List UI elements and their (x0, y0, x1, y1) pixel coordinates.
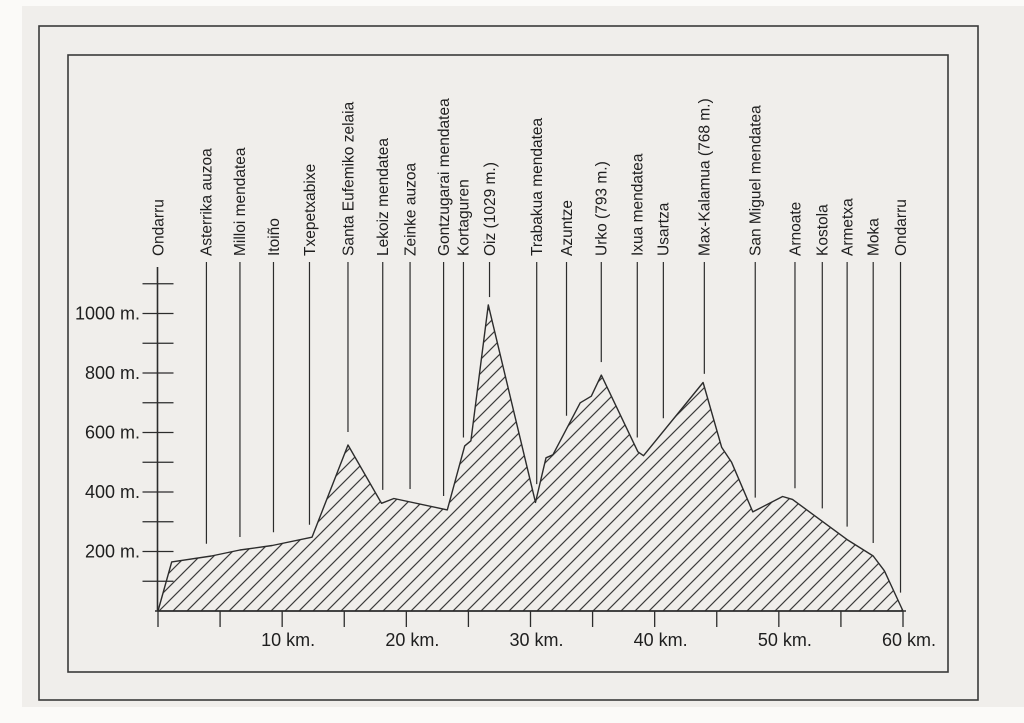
station-label: Kortaguren (456, 179, 473, 256)
station-label: Ondarru (893, 199, 910, 256)
station-label: Usartza (656, 202, 673, 256)
station-label: Arnoate (787, 202, 804, 256)
station-label: Armetxa (839, 198, 856, 256)
station-label: Txepetxabixe (302, 164, 319, 256)
x-tick-label: 20 km. (385, 630, 439, 650)
station-label: Ixua mendatea (630, 153, 647, 256)
y-tick-label: 800 m. (85, 363, 140, 383)
station-label: Kostola (815, 204, 832, 256)
station-label: Max-Kalamua (768 m.) (697, 98, 714, 256)
station-label: Azuntze (559, 200, 576, 256)
y-tick-label: 600 m. (85, 422, 140, 442)
station-label: San Miguel mendatea (748, 105, 765, 256)
x-tick-label: 40 km. (634, 630, 688, 650)
axes: 200 m. 400 m. 600 m. 800 m. 1000 m. 10 km. 20 … (75, 267, 936, 650)
station-label: Oiz (1029 m.) (482, 162, 499, 256)
station-label: Santa Eufemiko zelaia (340, 101, 357, 256)
x-tick-label: 50 km. (758, 630, 812, 650)
station-label: Moka (865, 218, 882, 256)
station-label: Milloi mendatea (232, 147, 249, 256)
station-label: Asterrika auzoa (199, 148, 216, 256)
x-tick-label: 30 km. (509, 630, 563, 650)
station-label: Lekoiz mendatea (375, 138, 392, 256)
y-tick-label: 1000 m. (75, 303, 140, 323)
y-tick-label: 400 m. (85, 482, 140, 502)
x-tick-label: 10 km. (261, 630, 315, 650)
elevation-profile-area (157, 304, 904, 612)
station-label: Gontzugarai mendatea (436, 98, 453, 256)
y-tick-label: 200 m. (85, 541, 140, 561)
station-label: Trabakua mendatea (529, 117, 546, 256)
inner-frame (67, 54, 949, 673)
stations: Ondarru Asterrika auzoa Milloi mendatea Ito… (150, 98, 910, 593)
outer-frame (38, 25, 979, 701)
station-label: Ondarru (150, 199, 167, 256)
x-tick-label: 60 km. (882, 630, 936, 650)
station-label: Urko (793 m.) (594, 161, 611, 256)
station-label: Itoiño (266, 218, 283, 256)
station-label: Zeinke auzoa (402, 163, 419, 256)
